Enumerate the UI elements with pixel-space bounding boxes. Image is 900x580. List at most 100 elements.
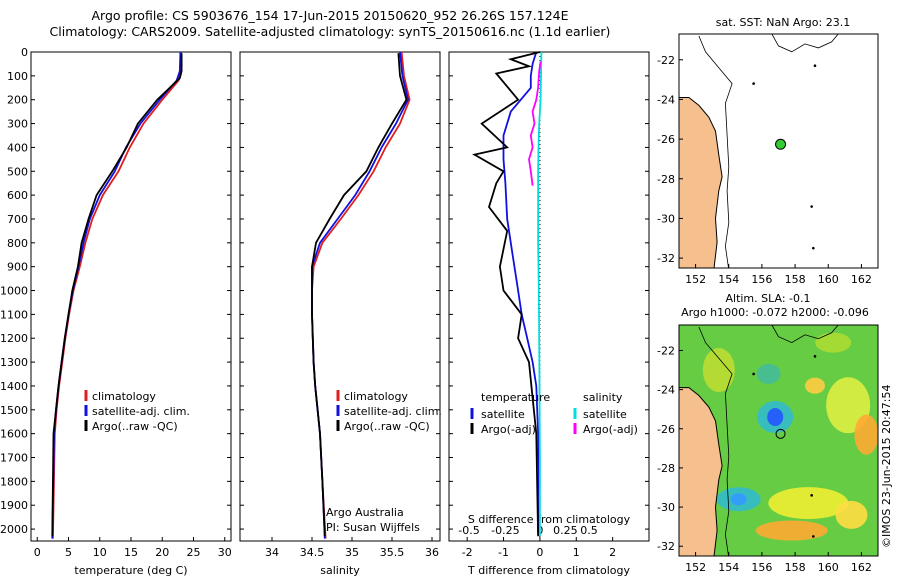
legend-label: Argo(-adj) — [583, 423, 638, 436]
map-y-tick-label: -26 — [657, 133, 675, 146]
legend-label: Argo(..raw -QC) — [92, 420, 178, 433]
s-tick-label: 0.5 — [580, 524, 598, 537]
x-tick-label: 20 — [155, 546, 169, 559]
depth-tick-label: 200 — [7, 94, 28, 107]
island-dot — [810, 494, 813, 497]
x-axis-label: salinity — [320, 564, 360, 577]
sla-anomaly-patch — [815, 332, 852, 353]
map-y-tick-label: -30 — [657, 501, 675, 514]
x-tick-label: 35.5 — [380, 546, 405, 559]
shelf-contour — [698, 326, 733, 556]
depth-tick-label: 0 — [21, 46, 28, 59]
island-dot — [752, 82, 755, 85]
x-tick-label: 25 — [187, 546, 201, 559]
sla-anomaly-patch — [767, 408, 784, 427]
map-sla-frame — [678, 324, 879, 557]
series-line-difference-argo_s — [528, 61, 542, 186]
legend-label: climatology — [92, 390, 156, 403]
s-tick-label: 0.25 — [553, 524, 578, 537]
legend-label: Argo(-adj) — [481, 423, 536, 436]
series-line-salinity-sat — [311, 51, 409, 539]
owner-annotation: Argo Australia — [326, 506, 404, 519]
pi-annotation: PI: Susan Wijffels — [326, 521, 420, 534]
depth-tick-label: 100 — [7, 70, 28, 83]
map-x-tick-label: 158 — [785, 561, 806, 574]
island-dot — [813, 355, 817, 358]
title-line-1: Argo profile: CS 5903676_154 17-Jun-2015… — [91, 8, 569, 23]
sla-anomaly-patch — [756, 363, 781, 384]
x-tick-label: 36 — [425, 546, 439, 559]
x-tick-label: 34.5 — [300, 546, 325, 559]
x-tick-label: 15 — [124, 546, 138, 559]
x-tick-label: -1 — [498, 546, 509, 559]
sla-anomaly-patch — [768, 487, 849, 520]
depth-tick-label: 500 — [7, 165, 28, 178]
x-tick-label: -2 — [462, 546, 473, 559]
x-tick-label: 1 — [573, 546, 580, 559]
depth-tick-label: 1300 — [0, 356, 28, 369]
legend-label: climatology — [344, 390, 408, 403]
x-tick-label: 34 — [265, 546, 279, 559]
sla-anomaly-patch — [804, 377, 825, 394]
map-y-tick-label: -30 — [657, 212, 675, 225]
map-x-tick-label: 162 — [851, 273, 872, 286]
s-tick-label: -0.5 — [458, 524, 479, 537]
map-x-tick-label: 160 — [818, 561, 839, 574]
depth-tick-label: 1000 — [0, 285, 28, 298]
map-sla-title-1: Altim. SLA: -0.1 — [725, 292, 810, 305]
island-dot — [810, 205, 813, 208]
float-location-marker — [775, 138, 787, 150]
x-tick-label: 10 — [93, 546, 107, 559]
map-y-tick-label: -22 — [657, 344, 675, 357]
sla-anomaly-patch — [755, 520, 828, 541]
island-dot — [752, 372, 755, 376]
map-x-tick-label: 158 — [785, 273, 806, 286]
legend-title-salinity: salinity — [583, 391, 623, 404]
depth-tick-label: 400 — [7, 141, 28, 154]
depth-tick-label: 1200 — [0, 332, 28, 345]
sla-anomaly-patch — [730, 493, 747, 506]
sla-anomaly-patch — [854, 414, 878, 455]
map-sst-frame — [678, 33, 879, 269]
island-dot — [813, 64, 817, 68]
depth-tick-label: 1100 — [0, 308, 28, 321]
map-x-tick-label: 154 — [718, 561, 739, 574]
map-x-tick-label: 152 — [685, 273, 706, 286]
map-x-tick-label: 154 — [718, 273, 739, 286]
x-tick-label: 5 — [65, 546, 72, 559]
depth-tick-label: 1600 — [0, 428, 28, 441]
panel-frame-salinity — [239, 51, 441, 542]
island-dot — [812, 535, 815, 538]
panel-frame-difference — [448, 51, 650, 542]
legend-label: satellite — [583, 408, 627, 421]
reef-contour — [771, 325, 839, 344]
title-line-2: Climatology: CARS2009. Satellite-adjuste… — [49, 24, 611, 39]
map-y-tick-label: -32 — [657, 540, 675, 553]
map-sst-content — [679, 34, 839, 268]
s-tick-label: -0.25 — [491, 524, 519, 537]
map-y-tick-label: -24 — [657, 93, 675, 106]
legend-label: satellite — [481, 408, 525, 421]
map-x-tick-label: 162 — [851, 561, 872, 574]
panel-frame-temperature — [30, 51, 232, 542]
depth-tick-label: 1800 — [0, 475, 28, 488]
map-x-tick-label: 156 — [751, 561, 772, 574]
map-y-tick-label: -22 — [657, 54, 675, 67]
x-tick-label: 35 — [345, 546, 359, 559]
x-tick-label: 2 — [609, 546, 616, 559]
depth-tick-label: 1900 — [0, 499, 28, 512]
map-sst-title: sat. SST: NaN Argo: 23.1 — [716, 16, 850, 29]
legend-label: Argo(..raw -QC) — [344, 420, 430, 433]
series-line-temperature-argo — [51, 53, 183, 537]
x-tick-label: 0 — [536, 546, 543, 559]
map-x-tick-label: 156 — [751, 273, 772, 286]
depth-tick-label: 2000 — [0, 523, 28, 536]
depth-tick-label: 700 — [7, 213, 28, 226]
map-x-tick-label: 160 — [818, 273, 839, 286]
depth-tick-label: 1700 — [0, 452, 28, 465]
map-y-tick-label: -26 — [657, 423, 675, 436]
x-axis-label: temperature (deg C) — [74, 564, 187, 577]
depth-tick-label: 900 — [7, 261, 28, 274]
sla-anomaly-patch — [835, 500, 868, 529]
